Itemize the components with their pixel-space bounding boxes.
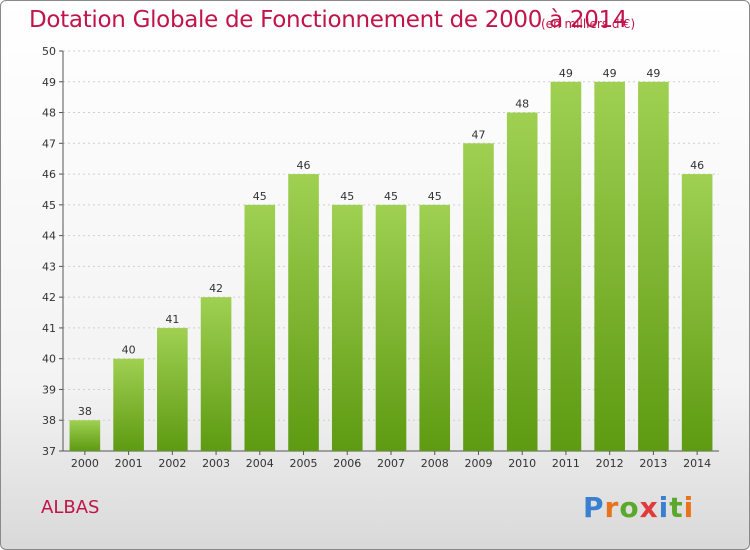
y-tick-label: 49 bbox=[42, 76, 56, 89]
commune-name: ALBAS bbox=[41, 497, 100, 518]
x-tick-label: 2008 bbox=[421, 457, 449, 470]
bar bbox=[419, 204, 451, 451]
logo-letter: P bbox=[583, 491, 605, 524]
bar-value-label: 45 bbox=[253, 190, 267, 203]
logo-letter: i bbox=[683, 491, 695, 524]
proxiti-logo[interactable]: Proxiti bbox=[583, 491, 694, 524]
y-tick-label: 46 bbox=[42, 168, 56, 181]
bar bbox=[331, 204, 363, 451]
bar-value-label: 46 bbox=[297, 159, 311, 172]
logo-letter: i bbox=[658, 491, 670, 524]
x-tick-label: 2003 bbox=[202, 457, 230, 470]
bar-value-label: 38 bbox=[78, 405, 92, 418]
bar-layer bbox=[69, 81, 713, 452]
x-tick-label: 2004 bbox=[246, 457, 274, 470]
bar-value-label: 41 bbox=[165, 313, 179, 326]
x-tick-label: 2002 bbox=[158, 457, 186, 470]
bar-value-label: 46 bbox=[690, 159, 704, 172]
x-tick-label: 2006 bbox=[333, 457, 361, 470]
bar-value-label: 45 bbox=[428, 190, 442, 203]
y-tick-label: 39 bbox=[42, 383, 56, 396]
logo-letter: x bbox=[639, 491, 659, 524]
logo-letter: o bbox=[619, 491, 640, 524]
x-tick-label: 2009 bbox=[464, 457, 492, 470]
chart-unit: (en milliers d'€) bbox=[541, 17, 636, 31]
x-tick-label: 2012 bbox=[596, 457, 624, 470]
y-tick-label: 38 bbox=[42, 414, 56, 427]
bar bbox=[288, 174, 319, 452]
x-tick-label: 2005 bbox=[290, 457, 318, 470]
bar-value-label: 49 bbox=[603, 67, 617, 80]
label-layer: 38 40 41 42 45 46 45 45 45 47 48 49 49 49 46 bbox=[78, 67, 704, 418]
bar bbox=[506, 112, 538, 452]
x-tick-label: 2011 bbox=[552, 457, 580, 470]
chart-title: Dotation Globale de Fonctionnement de 20… bbox=[29, 7, 628, 33]
y-tick-label: 45 bbox=[42, 199, 56, 212]
x-tick-label: 2000 bbox=[71, 457, 99, 470]
x-tick-label: 2014 bbox=[683, 457, 711, 470]
y-tick-label: 40 bbox=[42, 353, 56, 366]
bar bbox=[113, 358, 144, 451]
y-tick-label: 37 bbox=[42, 445, 56, 458]
bar bbox=[244, 204, 276, 451]
bar-value-label: 42 bbox=[209, 282, 223, 295]
y-tick-label: 41 bbox=[42, 322, 56, 335]
axis-layer: 37 38 39 40 41 42 43 44 45 46 47 48 49 50 2000 2001 2002… bbox=[42, 45, 719, 470]
x-tick-label: 2010 bbox=[508, 457, 536, 470]
bar-value-label: 47 bbox=[471, 128, 485, 141]
x-tick-label: 2013 bbox=[639, 457, 667, 470]
bar bbox=[375, 204, 407, 451]
bar bbox=[69, 420, 101, 451]
y-tick-label: 42 bbox=[42, 291, 56, 304]
y-tick-label: 50 bbox=[42, 45, 56, 58]
bar bbox=[200, 297, 232, 451]
x-tick-label: 2001 bbox=[115, 457, 143, 470]
y-tick-label: 48 bbox=[42, 107, 56, 120]
y-tick-label: 47 bbox=[42, 137, 56, 150]
y-tick-label: 44 bbox=[42, 230, 56, 243]
bar bbox=[463, 143, 494, 452]
bar-value-label: 45 bbox=[340, 190, 354, 203]
logo-letter: t bbox=[669, 491, 684, 524]
bar bbox=[638, 81, 669, 452]
x-tick-label: 2007 bbox=[377, 457, 405, 470]
bar-value-label: 48 bbox=[515, 98, 529, 111]
bar bbox=[681, 174, 713, 452]
bar bbox=[594, 81, 625, 452]
bar-value-label: 40 bbox=[122, 344, 136, 357]
y-tick-label: 43 bbox=[42, 260, 56, 273]
bar bbox=[550, 81, 582, 452]
bar bbox=[157, 327, 188, 451]
bar-value-label: 49 bbox=[559, 67, 573, 80]
bar-value-label: 45 bbox=[384, 190, 398, 203]
bar-value-label: 49 bbox=[646, 67, 660, 80]
logo-letter: r bbox=[604, 491, 620, 524]
